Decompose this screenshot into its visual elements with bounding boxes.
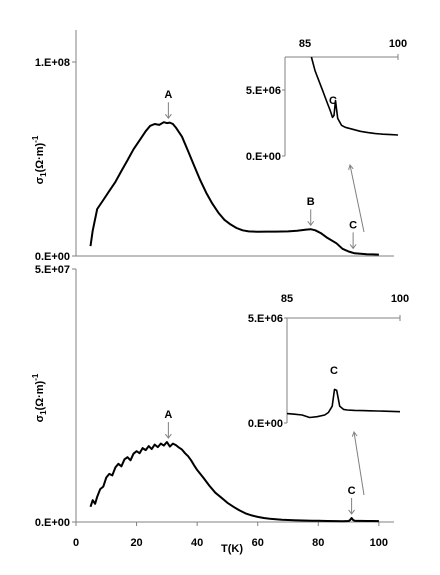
- top-y-axis-label-text: σ1(Ω·m)-1: [31, 135, 48, 184]
- bottom-annotation-arrow-C-head: [348, 509, 355, 515]
- top-annotation-arrow-A-head: [164, 113, 172, 120]
- bottom-x-tick-label: 100: [370, 537, 388, 549]
- top-annotation-arrow-B-head: [307, 220, 315, 227]
- bottom-y-tick-label: 5.E+07: [35, 264, 70, 276]
- bottom-inset-link-arrow-head: [351, 430, 358, 437]
- top-inset-y-tick-label: 0.E+00: [246, 151, 281, 163]
- bottom-x-tick-label: 0: [73, 537, 79, 549]
- top-inset-series-line: [310, 56, 399, 136]
- bottom-inset-y-tick-label: 0.E+00: [248, 418, 283, 430]
- bottom-inset-x-tick-label: 85: [281, 293, 293, 305]
- top-inset-annotation-C: C: [329, 95, 337, 107]
- bottom-x-tick-label: 80: [312, 537, 324, 549]
- bottom-series-line: [89, 441, 379, 523]
- bottom-x-tick-label: 60: [252, 537, 264, 549]
- bottom-annotation-C: C: [348, 485, 356, 497]
- bottom-annotation-arrow-A-head: [164, 433, 172, 439]
- bottom-y-tick-label: 0.E+00: [35, 517, 70, 529]
- bottom-y-axis-label: σ1(Ω·m)-1: [31, 373, 48, 422]
- bottom-annotation-A: A: [164, 409, 172, 421]
- bottom-x-tick-label: 20: [130, 537, 142, 549]
- bottom-inset-annotation-C: C: [330, 365, 338, 377]
- bottom-inset-y-tick-label: 5.E+06: [248, 313, 283, 325]
- bottom-inset-x-tick-label: 100: [391, 293, 409, 305]
- top-y-tick-label: 0.E+00: [35, 251, 70, 263]
- top-inset-link-arrow-head: [348, 163, 354, 170]
- bottom-y-axis-label-text: σ1(Ω·m)-1: [31, 373, 48, 422]
- top-inset-link-arrow: [349, 164, 365, 233]
- top-annotation-C: C: [349, 219, 357, 231]
- top-y-axis-label: σ1(Ω·m)-1: [31, 135, 48, 184]
- top-inset-x-tick-label: 85: [299, 38, 311, 50]
- top-annotation-arrow-C-head: [349, 244, 357, 250]
- top-series-line: [89, 121, 379, 256]
- top-annotation-B: B: [307, 196, 315, 208]
- bottom-inset-link-arrow: [353, 431, 365, 496]
- top-y-tick-label: 1.E+08: [35, 57, 70, 69]
- top-inset-y-tick-label: 5.E+06: [246, 85, 281, 97]
- bottom-inset-series-line: [286, 388, 401, 419]
- top-annotation-A: A: [164, 89, 172, 101]
- bottom-x-tick-label: 40: [191, 537, 203, 549]
- bottom-x-axis-label: T(K): [221, 543, 243, 555]
- top-inset-x-tick-label: 100: [389, 38, 407, 50]
